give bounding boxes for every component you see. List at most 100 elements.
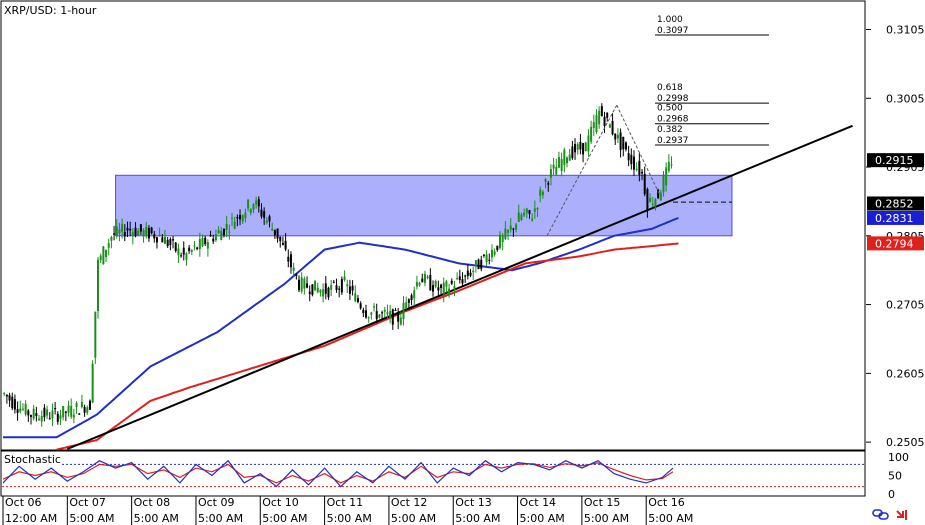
candle-body [62, 405, 65, 418]
candle-body [298, 279, 300, 291]
candle-body [539, 189, 542, 196]
candle-body [220, 230, 223, 241]
candle-body [413, 290, 416, 299]
date-label: Oct 14 [520, 496, 557, 509]
stochastic-axis-label: 0 [888, 488, 895, 501]
candle-body [145, 226, 148, 236]
candle-body [651, 203, 654, 205]
candle-body [340, 279, 343, 293]
candle-body [541, 191, 544, 196]
candle-body [391, 309, 394, 325]
candle-body [295, 274, 298, 276]
candle-body [646, 188, 649, 211]
price-tag-label: 0.2831 [875, 212, 914, 225]
candle-body [260, 209, 263, 217]
candle-body [619, 132, 622, 151]
candle-body [236, 216, 239, 219]
candle-body [54, 408, 57, 410]
candle-body [622, 136, 625, 150]
candle-body [533, 208, 536, 212]
candle-body [247, 199, 250, 209]
stochastic-axis-label: 100 [888, 451, 909, 464]
moving-average-blue [3, 216, 679, 439]
candle-body [268, 216, 271, 222]
candle-body [517, 212, 520, 222]
candle-body [316, 287, 319, 293]
candle-body [592, 122, 595, 128]
candle-body [48, 418, 51, 420]
candle-body [335, 285, 338, 290]
candle-body [150, 227, 153, 234]
candle-body [139, 224, 142, 232]
candle-body [482, 254, 485, 256]
candle-body [512, 228, 515, 230]
candle-body [231, 217, 233, 219]
candle-body [456, 278, 459, 280]
candle-body [169, 239, 172, 246]
candle-body [88, 400, 91, 410]
candle-body [147, 227, 150, 239]
chain-link-icon[interactable] [872, 509, 889, 520]
stochastic-label-box [2, 452, 60, 466]
date-label: Oct 06 [5, 496, 42, 509]
stochastic-k-line [2, 459, 674, 488]
candle-body [608, 124, 611, 128]
price-axis-label: 0.2505 [886, 436, 925, 449]
candle-body [627, 153, 630, 161]
candle-body [571, 146, 574, 159]
candle-body [273, 229, 276, 236]
red-arrow-icon[interactable] [896, 510, 907, 520]
candle-body [121, 223, 124, 232]
candle-body [603, 116, 606, 127]
candle-body [166, 239, 169, 247]
candle-body [504, 228, 507, 240]
candle-body [67, 405, 70, 413]
candle-body [276, 228, 279, 239]
candle-body [83, 406, 86, 413]
candle-body [5, 394, 8, 397]
date-label: Oct 12 [391, 496, 428, 509]
candle-body [110, 237, 113, 241]
candle-body [80, 401, 83, 408]
candle-body [576, 144, 579, 150]
candle-body [322, 289, 325, 297]
candle-body [667, 162, 670, 171]
candle-body [453, 286, 456, 291]
date-label: Oct 10 [262, 496, 299, 509]
candle-body [595, 115, 598, 132]
candle-body [255, 200, 258, 205]
candle-body [131, 232, 134, 237]
fib-price-label: 0.2998 [657, 94, 689, 104]
candle-body [659, 192, 662, 201]
candle-body [373, 306, 376, 308]
candle-body [461, 279, 464, 284]
candle-body [568, 154, 571, 161]
candle-body [507, 229, 510, 233]
candle-body [493, 251, 496, 255]
candle-body [474, 260, 477, 266]
candle-body [155, 237, 158, 243]
candle-body [429, 275, 432, 291]
candle-body [72, 414, 75, 418]
candle-body [327, 287, 330, 298]
candle-body [616, 134, 619, 139]
candle-body [13, 399, 16, 410]
candle-body [399, 317, 402, 325]
candle-body [584, 142, 587, 152]
candle-body [445, 281, 448, 287]
candle-body [338, 288, 341, 290]
candle-body [257, 199, 260, 207]
candles-layer [3, 103, 673, 427]
candle-body [499, 234, 501, 249]
candle-body [330, 284, 333, 290]
candle-body [161, 237, 164, 243]
candle-body [24, 403, 27, 415]
candle-body [375, 311, 378, 320]
candle-body [638, 160, 641, 176]
candle-body [198, 239, 201, 250]
stochastic-axis-label: 50 [888, 470, 902, 483]
candle-body [134, 227, 137, 236]
candle-body [346, 284, 349, 287]
candle-body [590, 126, 593, 142]
